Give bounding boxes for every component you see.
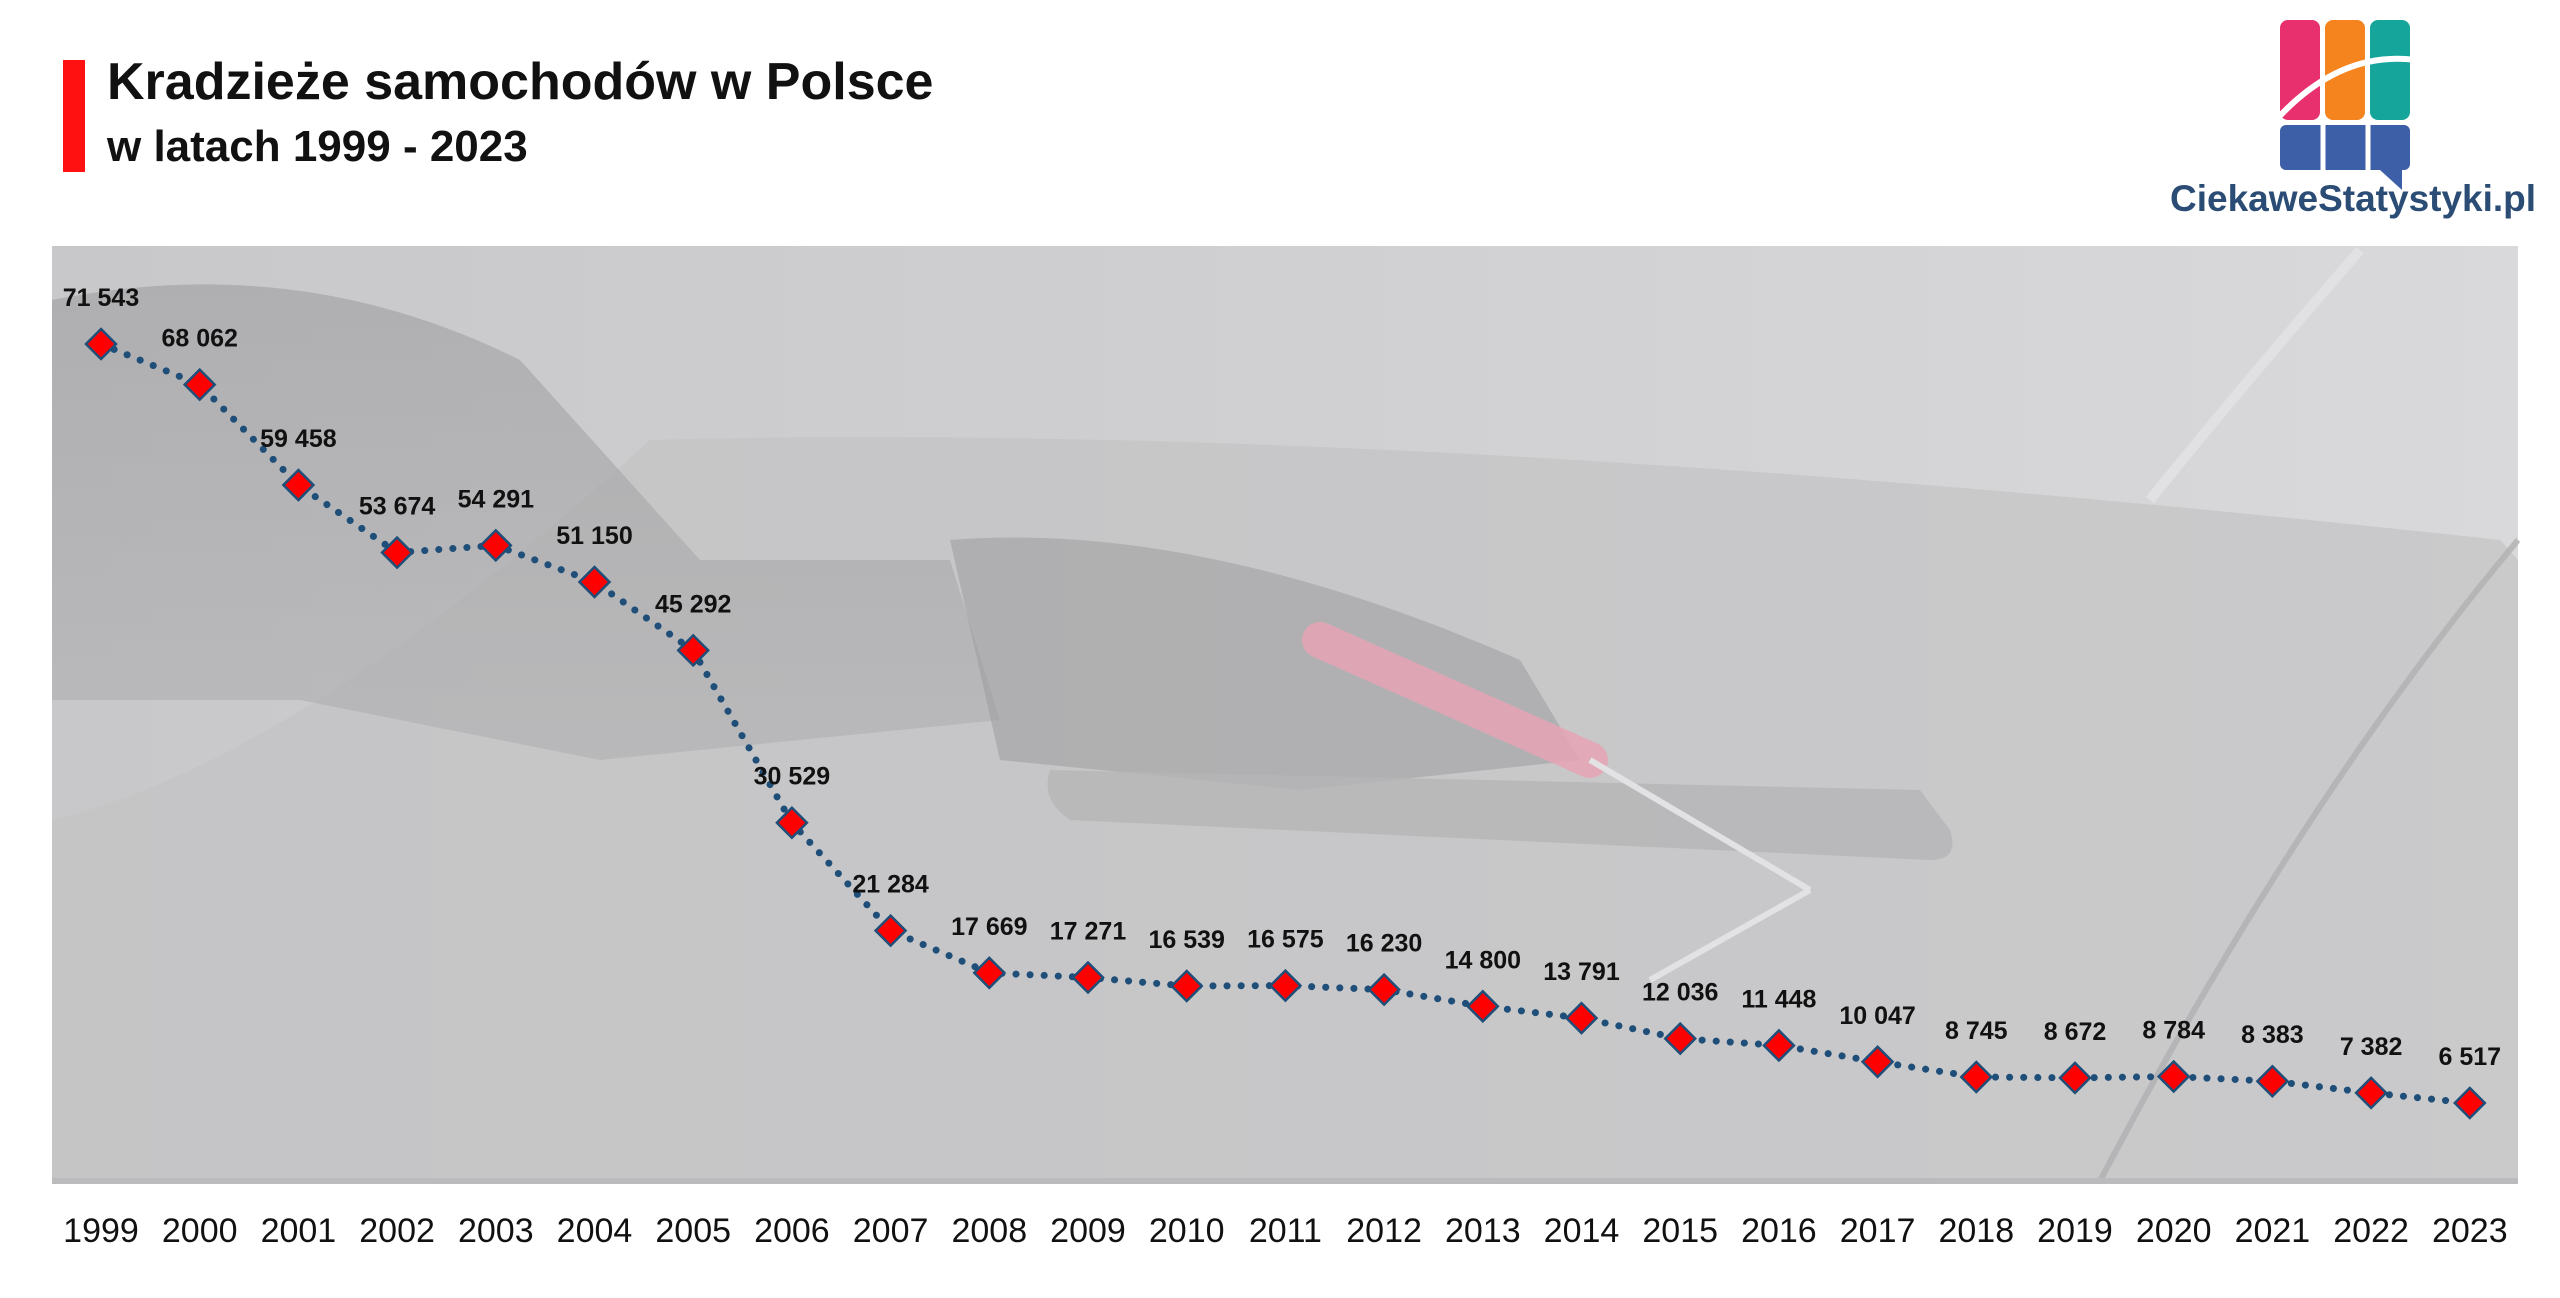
x-tick-2004: 2004 <box>557 1212 633 1250</box>
data-point-2000 <box>182 367 217 402</box>
x-tick-2011: 2011 <box>1249 1212 1322 1250</box>
data-point-2015 <box>1663 1021 1697 1056</box>
x-tick-2023: 2023 <box>2432 1212 2508 1250</box>
data-point-2016 <box>1762 1028 1796 1063</box>
data-label-2013: 14 800 <box>1445 946 1521 974</box>
data-label-2001: 59 458 <box>260 425 337 453</box>
data-point-2013 <box>1466 989 1500 1024</box>
x-tick-2021: 2021 <box>2235 1212 2311 1250</box>
data-label-2009: 17 271 <box>1050 917 1127 945</box>
data-label-2019: 8 672 <box>2044 1018 2107 1046</box>
data-label-2000: 68 062 <box>161 325 237 353</box>
x-tick-2019: 2019 <box>2037 1212 2113 1250</box>
data-label-2002: 53 674 <box>359 493 436 521</box>
x-tick-2013: 2013 <box>1445 1212 1521 1250</box>
data-label-2005: 45 292 <box>655 590 731 618</box>
data-point-2007 <box>873 913 908 948</box>
x-tick-2008: 2008 <box>951 1212 1027 1250</box>
x-tick-2007: 2007 <box>853 1212 929 1250</box>
data-point-2012 <box>1367 972 1401 1007</box>
data-label-2011: 16 575 <box>1247 926 1324 954</box>
x-tick-2016: 2016 <box>1741 1212 1817 1250</box>
data-label-2014: 13 791 <box>1543 958 1620 986</box>
data-label-2012: 16 230 <box>1346 930 1422 958</box>
data-point-2023 <box>2453 1086 2487 1120</box>
data-point-1999 <box>84 327 118 361</box>
x-tick-2012: 2012 <box>1346 1212 1422 1250</box>
x-tick-1999: 1999 <box>63 1212 139 1250</box>
data-label-2016: 11 448 <box>1741 985 1816 1013</box>
data-point-2002 <box>380 535 414 570</box>
data-label-2018: 8 745 <box>1945 1017 2008 1045</box>
data-label-2007: 21 284 <box>852 871 929 899</box>
data-label-2020: 8 784 <box>2142 1017 2205 1045</box>
data-point-2019 <box>2058 1061 2092 1095</box>
data-point-2006 <box>775 805 809 840</box>
data-markers <box>84 327 2487 1120</box>
data-point-2022 <box>2354 1076 2388 1110</box>
data-point-2004 <box>577 565 612 599</box>
x-tick-2014: 2014 <box>1544 1212 1620 1250</box>
x-tick-2000: 2000 <box>162 1212 238 1250</box>
x-tick-2001: 2001 <box>261 1212 337 1250</box>
data-label-2022: 7 382 <box>2340 1033 2403 1061</box>
x-tick-2018: 2018 <box>1938 1212 2014 1250</box>
data-point-2010 <box>1169 969 1204 1003</box>
page-subtitle: w latach 1999 - 2023 <box>107 122 528 171</box>
data-label-2006: 30 529 <box>754 763 830 791</box>
x-tick-2005: 2005 <box>655 1212 731 1250</box>
data-label-2015: 12 036 <box>1642 979 1718 1007</box>
x-tick-2006: 2006 <box>754 1212 830 1250</box>
data-point-2003 <box>479 528 513 563</box>
x-tick-2002: 2002 <box>359 1212 435 1250</box>
x-tick-2010: 2010 <box>1149 1212 1225 1250</box>
x-tick-2003: 2003 <box>458 1212 534 1250</box>
logo-text: CiekaweStatystyki.pl <box>2170 178 2537 219</box>
data-label-2010: 16 539 <box>1148 926 1224 954</box>
data-label-2021: 8 383 <box>2241 1021 2304 1049</box>
data-point-2021 <box>2255 1064 2290 1098</box>
x-tick-2015: 2015 <box>1642 1212 1718 1250</box>
x-axis-tick-labels: 1999 2000 2001 2002 2003 2004 2005 2006 2007 2008… <box>63 1212 2507 1250</box>
data-label-2017: 10 047 <box>1839 1002 1915 1030</box>
data-label-2008: 17 669 <box>951 913 1027 941</box>
data-labels: 71 543 68 062 59 458 53 674 54 291 51 150 45 2… <box>63 284 2501 1071</box>
data-point-2011 <box>1268 968 1303 1003</box>
data-label-2023: 6 517 <box>2439 1043 2502 1071</box>
data-label-2004: 51 150 <box>556 522 632 550</box>
data-label-2003: 54 291 <box>458 485 535 513</box>
background-photo <box>52 246 2521 1184</box>
data-point-2008 <box>972 956 1007 990</box>
data-point-2018 <box>1959 1060 1994 1094</box>
data-point-2017 <box>1860 1045 1895 1079</box>
x-tick-2017: 2017 <box>1840 1212 1916 1250</box>
x-tick-2022: 2022 <box>2333 1212 2409 1250</box>
data-point-2020 <box>2156 1059 2191 1094</box>
x-tick-2020: 2020 <box>2136 1212 2212 1250</box>
data-point-2005 <box>676 633 710 668</box>
data-point-2009 <box>1071 960 1105 995</box>
x-tick-2009: 2009 <box>1050 1212 1126 1250</box>
bar-chart-logo-icon <box>2273 20 2417 190</box>
page-title: Kradzieże samochodów w Polsce <box>107 53 934 111</box>
data-point-2001 <box>281 468 316 502</box>
data-label-1999: 71 543 <box>63 284 139 312</box>
title-accent-bar <box>63 60 85 172</box>
data-point-2014 <box>1564 1001 1599 1035</box>
